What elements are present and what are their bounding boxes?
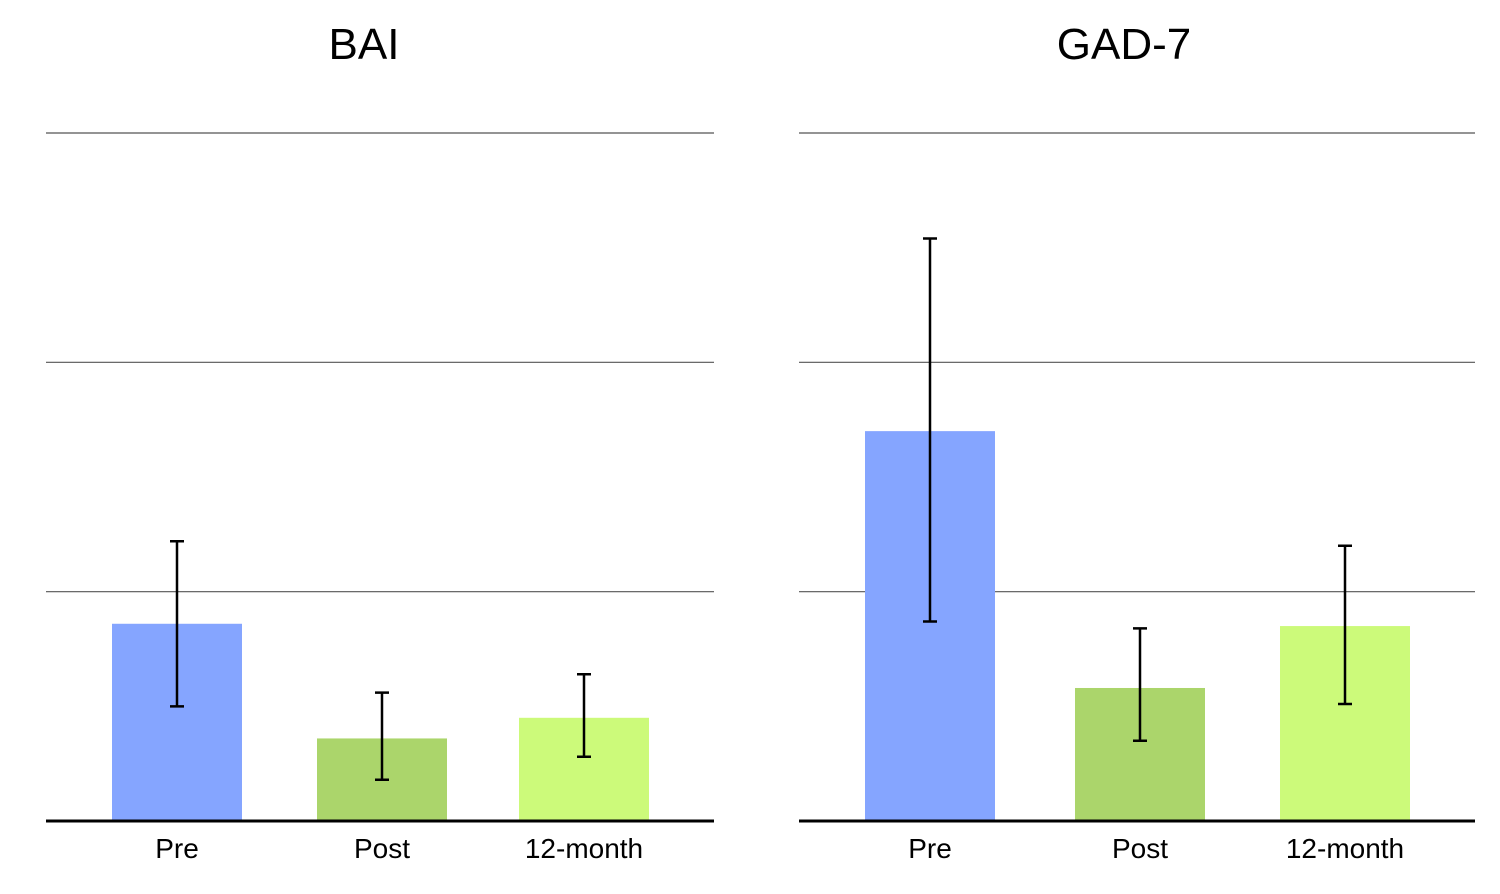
gad7-tick-label-post: Post	[1112, 833, 1168, 864]
bai-error-bar-post	[375, 691, 389, 781]
gad7-chart-title: GAD-7	[1057, 20, 1191, 69]
bai-tick-label-pre: Pre	[155, 833, 199, 864]
gad7-error-bar-post	[1133, 627, 1147, 742]
gad7-tick-label-12-month: 12-month	[1286, 833, 1404, 864]
gad7-error-bar-12-month	[1338, 544, 1352, 706]
gad7-error-bar-pre	[923, 237, 937, 623]
gad7-panel: GAD-7 Pre Post 12-month	[799, 20, 1475, 864]
bai-panel: BAI Pre Post 12-month	[46, 20, 714, 864]
bai-error-bar-12-month	[577, 672, 591, 759]
bai-tick-label-post: Post	[354, 833, 410, 864]
bai-tick-label-12-month: 12-month	[525, 833, 643, 864]
bai-chart-title: BAI	[329, 20, 400, 69]
gad7-tick-label-pre: Pre	[908, 833, 952, 864]
bai-error-bar-pre	[170, 539, 184, 708]
